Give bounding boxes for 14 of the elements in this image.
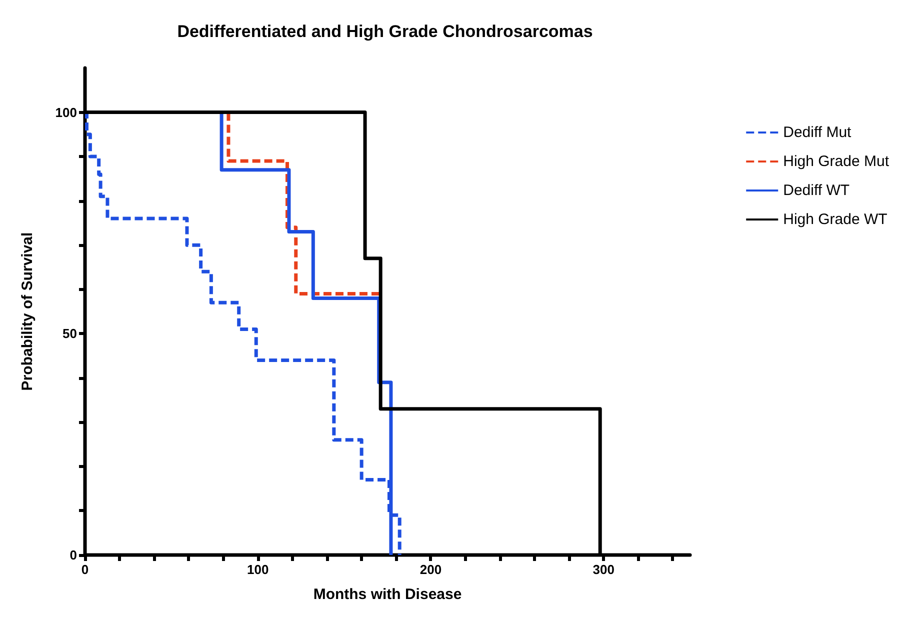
legend-label: High Grade Mut	[783, 153, 890, 170]
legend-label: High Grade WT	[783, 211, 888, 228]
chart-title: Dedifferentiated and High Grade Chondrosarcomas	[177, 22, 593, 41]
legend-label: Dediff WT	[783, 182, 850, 199]
x-tick-label: 100	[247, 562, 269, 577]
x-axis-title: Months with Disease	[313, 586, 462, 603]
y-tick-label: 50	[62, 326, 77, 342]
y-tick-label: 0	[70, 548, 77, 562]
y-axis-title: Probability of Survival	[19, 232, 36, 391]
legend-label: Dediff Mut	[783, 124, 852, 141]
x-tick-label: 0	[81, 562, 89, 577]
x-tick-label: 300	[592, 562, 614, 577]
y-tick-label: 100	[55, 104, 77, 120]
x-tick-label: 200	[420, 562, 442, 577]
